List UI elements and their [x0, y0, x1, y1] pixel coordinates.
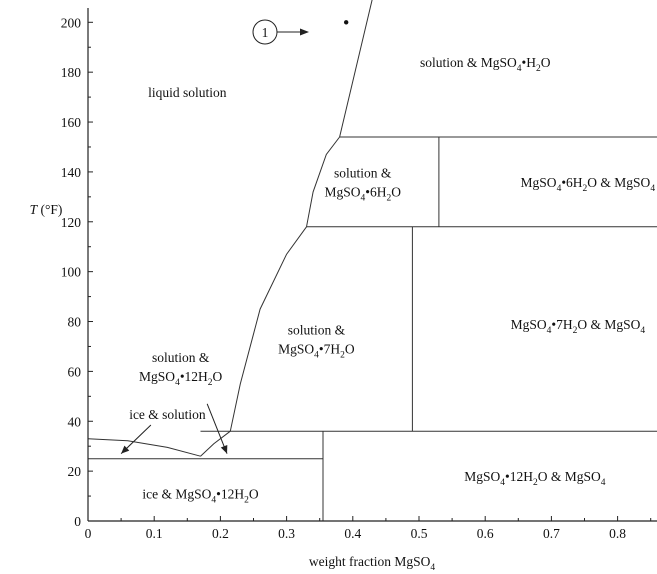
y-tick-label: 80	[68, 315, 82, 330]
region-label-sol-salt6: solution &	[334, 165, 392, 180]
y-axis-title: T (°F)	[30, 202, 63, 217]
state-point-dot	[343, 20, 349, 25]
y-tick-label: 60	[68, 364, 82, 379]
y-tick-label: 20	[68, 464, 82, 479]
x-tick-label: 0.7	[543, 526, 560, 541]
region-label-liquid: liquid solution	[148, 85, 227, 100]
boundary-ice-liquidus	[87, 438, 201, 457]
region-label-ice-solution: ice & solution	[129, 407, 206, 422]
y-tick-label: 180	[61, 65, 82, 80]
x-tick-label: 0.5	[411, 526, 428, 541]
boundary-salt12-liquidus	[200, 430, 231, 457]
x-axis-title-main: weight fraction MgSO	[309, 554, 431, 569]
y-tick-label: 140	[61, 165, 82, 180]
label-arrows	[120, 403, 228, 455]
region-label-sol-salt7: solution &	[288, 322, 346, 337]
region-labels: liquid solution solution & MgSO4•H2O MgSO4…	[129, 55, 656, 506]
x-tick-label: 0.3	[278, 526, 295, 541]
region-label-sol-salt12: MgSO4•12H2O	[139, 369, 223, 388]
region-label-sol-salt6: MgSO4•6H2O	[324, 184, 401, 203]
salt12-label-arrow	[206, 403, 228, 454]
phase-boundaries	[87, 0, 657, 521]
region-label-sol-salt1: solution & MgSO4•H2O	[420, 55, 551, 74]
region-label-sol-salt12: solution &	[152, 350, 210, 365]
x-tick-label: 0	[85, 526, 92, 541]
x-tick-label: 0.2	[212, 526, 229, 541]
salt12-label-arrow-head	[220, 444, 228, 454]
point-marker: 1	[252, 19, 349, 45]
x-axis-title-subscript: 4	[430, 563, 435, 573]
point-marker-arrowhead	[300, 28, 309, 36]
x-axis-title: weight fraction MgSO4	[309, 554, 435, 573]
y-tick-label: 100	[61, 265, 82, 280]
y-tick-label: 0	[74, 514, 81, 529]
region-label-ice-salt12: ice & MgSO4•12H2O	[142, 487, 258, 506]
point-marker-label: 1	[262, 25, 269, 40]
boundary-salt6-liquidus	[306, 136, 340, 227]
boundary-salt1-liquidus	[339, 0, 373, 138]
x-tick-label: 0.8	[609, 526, 626, 541]
region-label-salt7-anhydrous: MgSO4•7H2O & MgSO4	[511, 317, 646, 336]
x-tick-label: 0.4	[344, 526, 361, 541]
y-tick-label: 120	[61, 215, 82, 230]
region-label-salt6-anhydrous: MgSO4•6H2O & MgSO4	[521, 175, 656, 194]
region-label-sol-salt7: MgSO4•7H2O	[278, 341, 355, 360]
axis-ticks: 00.10.20.30.40.50.60.70.80.9020406080100…	[61, 15, 652, 541]
y-tick-label: 160	[61, 115, 82, 130]
y-tick-label: 40	[68, 414, 82, 429]
y-axis-title-unit: (°F)	[37, 202, 62, 217]
axes	[87, 8, 657, 522]
boundary-salt7-liquidus	[229, 226, 307, 432]
x-tick-label: 0.1	[146, 526, 163, 541]
y-axis-title-symbol: T	[30, 202, 39, 217]
y-tick-label: 200	[61, 15, 82, 30]
region-label-salt12-anhydrous: MgSO4•12H2O & MgSO4	[464, 469, 606, 488]
ice-solution-arrow-head	[121, 445, 130, 454]
x-tick-label: 0.6	[477, 526, 494, 541]
